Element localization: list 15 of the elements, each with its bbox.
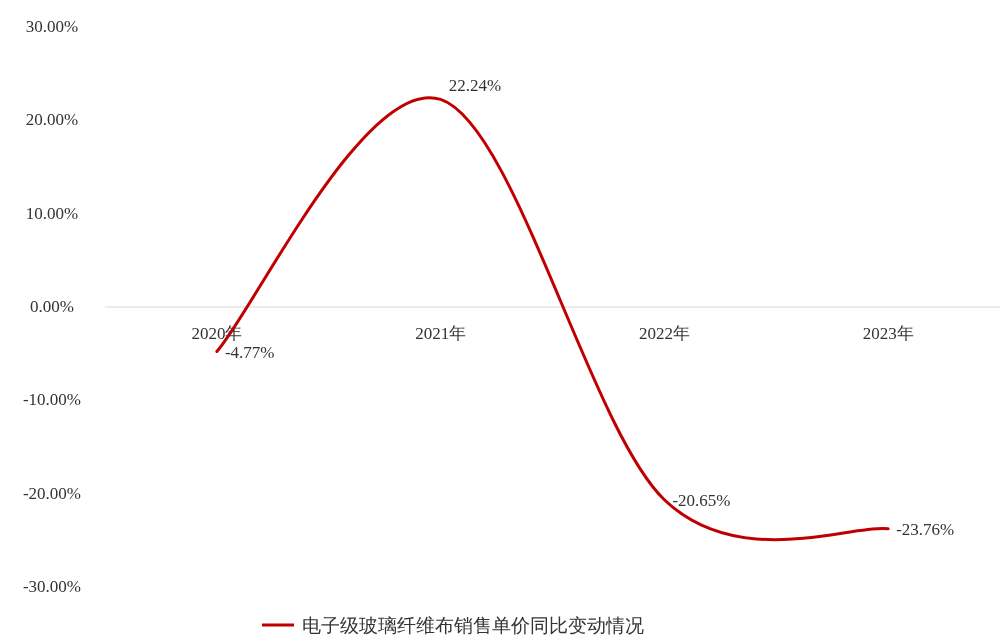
data-label: 22.24% [448,76,502,96]
x-tick-label: 2022年 [638,324,690,343]
y-tick-label: -20.00% [22,483,82,503]
y-tick-label: 30.00% [25,17,79,36]
y-tick-label: 20.00% [25,110,79,130]
x-tick-label: 2021年 [415,324,467,343]
y-tick-label: -30.00% [22,577,82,596]
data-label: -20.65% [672,490,731,510]
y-tick-label: 0.00% [30,297,74,316]
y-tick-label: -10.00% [22,390,82,410]
legend-label: 电子级玻璃纤维布销售单价同比变动情况 [302,615,644,635]
data-label: -23.76% [896,519,955,539]
y-tick-label: 10.00% [25,203,79,223]
x-tick-label: 2023年 [862,324,914,343]
data-label: -4.77% [224,342,275,362]
